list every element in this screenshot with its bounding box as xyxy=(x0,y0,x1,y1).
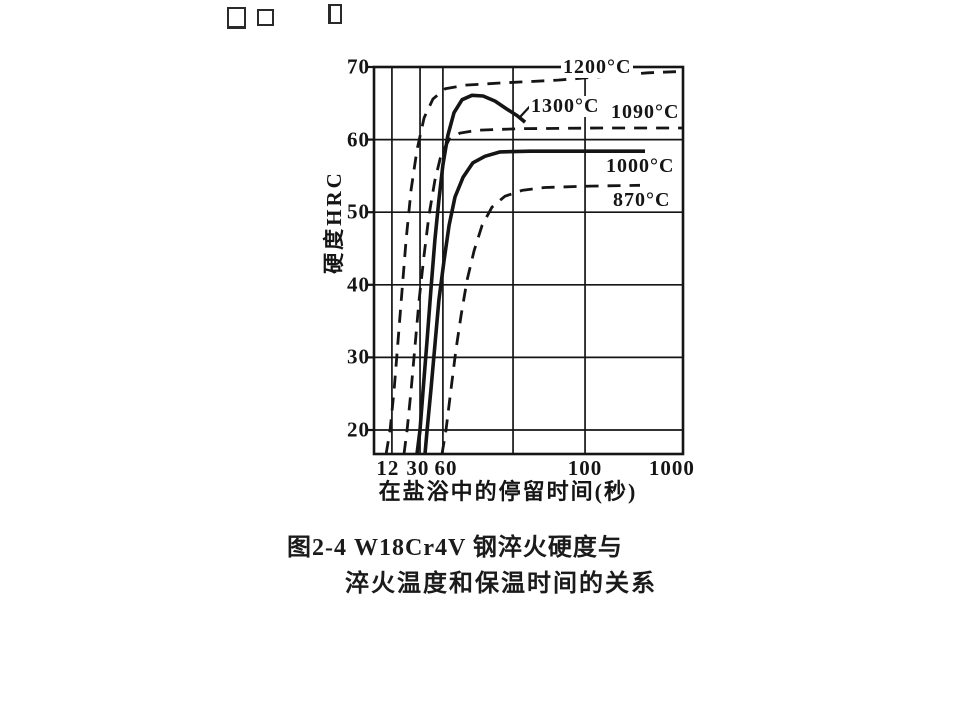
series-label-1000c: 1000°C xyxy=(604,155,677,177)
y-tick-label: 30 xyxy=(347,344,370,369)
figure-caption-line2: 淬火温度和保温时间的关系 xyxy=(345,571,657,597)
x-tick-label: 12 xyxy=(376,456,400,480)
y-tick-label: 40 xyxy=(347,272,370,297)
x-axis-title: 在盐浴中的停留时间(秒) xyxy=(378,479,638,504)
scan-artifact xyxy=(257,9,274,26)
y-tick-label: 20 xyxy=(347,417,370,442)
curve-1090c xyxy=(402,126,683,455)
x-tick-label: 60 xyxy=(434,456,458,480)
scan-artifact xyxy=(328,4,342,24)
plot-border xyxy=(372,65,685,456)
series-label-1200c: 1200°C xyxy=(561,56,634,78)
x-tick-label: 1000 xyxy=(648,456,695,480)
x-tick-label: 100 xyxy=(567,456,603,480)
series-label-870c: 870°C xyxy=(613,189,671,211)
curve-1300c xyxy=(415,93,527,455)
curve-1200c xyxy=(384,70,684,455)
y-axis-title: 硬度HRC xyxy=(322,170,346,274)
y-tick-label: 50 xyxy=(347,199,370,224)
y-tick-label: 70 xyxy=(347,54,370,79)
y-tick-label: 60 xyxy=(347,127,370,152)
curve-1000c xyxy=(423,149,645,455)
series-label-1090c: 1090°C xyxy=(609,101,682,123)
figure-caption-line1: 图2-4 W18Cr4V 钢淬火硬度与 xyxy=(287,535,623,561)
curve-870c xyxy=(440,183,641,455)
x-tick-label: 30 xyxy=(406,456,430,480)
scan-artifact xyxy=(227,7,246,29)
series-label-1300c: 1300°C xyxy=(529,95,602,117)
